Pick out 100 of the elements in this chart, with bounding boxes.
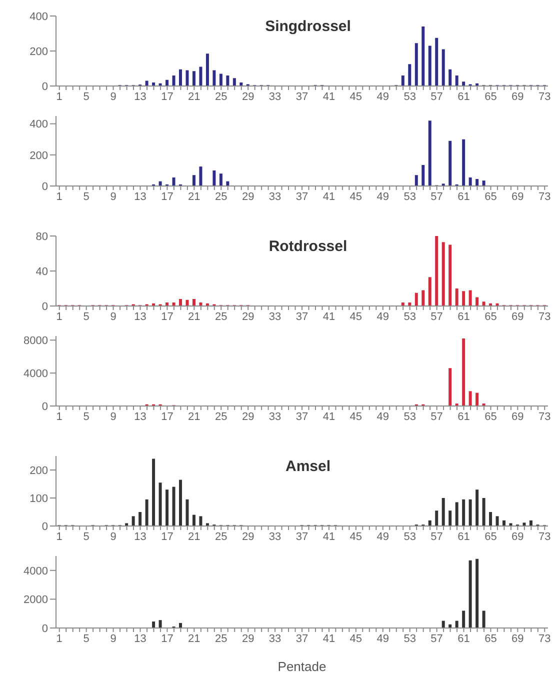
y-tick-label: 200 <box>30 464 48 477</box>
x-tick-label: 25 <box>215 190 228 203</box>
x-tick-label: 53 <box>404 190 416 203</box>
x-tick-label: 13 <box>134 632 146 645</box>
x-tick-label: 69 <box>512 530 524 543</box>
x-tick-label: 41 <box>322 310 336 323</box>
x-tick-label: 21 <box>188 632 200 645</box>
y-tick-label: 4000 <box>24 565 48 578</box>
x-tick-label: 73 <box>538 632 551 645</box>
x-tick-label: 13 <box>134 90 146 103</box>
x-tick-label: 49 <box>376 632 389 645</box>
x-tick-label: 37 <box>296 310 308 323</box>
y-tick-label: 200 <box>30 150 48 162</box>
x-tick-label: 21 <box>188 310 200 323</box>
x-tick-label: 13 <box>134 310 146 323</box>
x-tick-label: 41 <box>322 410 336 423</box>
x-tick-label: 25 <box>215 410 228 423</box>
x-tick-label: 33 <box>268 310 282 323</box>
x-tick-label: 53 <box>404 310 416 323</box>
x-tick-label: 73 <box>538 410 551 423</box>
x-tick-label: 9 <box>110 90 116 103</box>
y-tick-label: 400 <box>30 118 48 131</box>
x-tick-label: 25 <box>215 90 228 103</box>
x-tick-label: 61 <box>458 410 470 423</box>
x-tick-label: 61 <box>458 90 470 103</box>
y-tick-label: 0 <box>42 80 48 93</box>
x-tick-label: 61 <box>458 530 470 543</box>
y-tick-label: 0 <box>42 520 48 533</box>
x-tick-label: 53 <box>404 90 416 103</box>
x-tick-label: 49 <box>376 410 389 423</box>
x-tick-label: 25 <box>215 310 228 323</box>
x-tick-label: 49 <box>376 530 389 543</box>
x-tick-label: 65 <box>484 190 497 203</box>
x-tick-label: 57 <box>430 410 443 423</box>
x-tick-label: 5 <box>83 632 90 645</box>
x-tick-label: 53 <box>404 632 416 645</box>
x-tick-label: 73 <box>538 190 551 203</box>
y-tick-label: 0 <box>42 622 48 635</box>
y-tick-label: 0 <box>42 300 48 313</box>
x-tick-label: 37 <box>296 530 308 543</box>
x-tick-label: 29 <box>242 530 254 543</box>
x-axis-title: Pentade <box>278 659 326 674</box>
chart-title: Singdrossel <box>264 18 352 35</box>
x-tick-label: 17 <box>161 530 174 543</box>
x-tick-label: 9 <box>110 632 116 645</box>
x-tick-label: 21 <box>188 410 200 423</box>
x-tick-label: 73 <box>538 90 551 103</box>
x-tick-label: 1 <box>56 530 62 543</box>
y-tick-label: 400 <box>30 10 48 23</box>
x-tick-label: 57 <box>430 530 443 543</box>
x-tick-label: 33 <box>268 190 282 203</box>
x-tick-label: 37 <box>296 410 308 423</box>
x-tick-label: 9 <box>110 410 116 423</box>
y-tick-label: 8000 <box>24 335 48 348</box>
y-tick-label: 80 <box>36 230 48 243</box>
x-tick-label: 5 <box>83 90 90 103</box>
x-tick-label: 53 <box>404 530 416 543</box>
x-tick-label: 29 <box>242 410 254 423</box>
x-tick-label: 65 <box>484 632 497 645</box>
x-tick-label: 61 <box>458 190 470 203</box>
x-tick-label: 61 <box>458 632 470 645</box>
x-tick-label: 13 <box>134 530 146 543</box>
x-tick-label: 41 <box>322 90 336 103</box>
x-tick-label: 1 <box>56 90 62 103</box>
x-tick-label: 21 <box>188 90 200 103</box>
x-tick-label: 1 <box>56 190 62 203</box>
x-tick-label: 17 <box>161 632 174 645</box>
y-tick-label: 200 <box>30 46 48 58</box>
x-tick-label: 9 <box>110 190 116 203</box>
x-tick-label: 49 <box>376 190 389 203</box>
x-tick-label: 17 <box>161 90 174 103</box>
x-tick-label: 29 <box>242 190 254 203</box>
chart-title: Rotdrossel <box>268 238 348 255</box>
x-tick-label: 29 <box>242 90 254 103</box>
x-tick-label: 21 <box>188 530 200 543</box>
x-tick-label: 9 <box>110 310 116 323</box>
x-tick-label: 65 <box>484 410 497 423</box>
x-tick-label: 41 <box>322 632 336 645</box>
x-tick-label: 5 <box>83 310 90 323</box>
x-tick-label: 13 <box>134 190 146 203</box>
x-tick-label: 1 <box>56 310 62 323</box>
x-tick-label: 41 <box>322 530 336 543</box>
x-tick-label: 37 <box>296 632 308 645</box>
y-tick-label: 4000 <box>24 368 48 380</box>
x-tick-label: 37 <box>296 190 308 203</box>
x-tick-label: 73 <box>538 310 551 323</box>
x-tick-label: 69 <box>512 90 524 103</box>
x-tick-label: 45 <box>350 530 362 543</box>
x-tick-label: 25 <box>215 632 228 645</box>
y-tick-label: 2000 <box>24 594 48 606</box>
y-tick-label: 0 <box>42 400 48 413</box>
x-tick-label: 49 <box>376 310 389 323</box>
x-tick-label: 17 <box>161 310 174 323</box>
x-tick-label: 69 <box>512 310 524 323</box>
x-tick-label: 73 <box>538 530 551 543</box>
x-tick-label: 69 <box>512 410 524 423</box>
y-tick-label: 100 <box>30 492 48 505</box>
y-tick-label: 0 <box>42 180 48 193</box>
x-tick-label: 57 <box>430 632 443 645</box>
x-tick-label: 13 <box>134 410 146 423</box>
